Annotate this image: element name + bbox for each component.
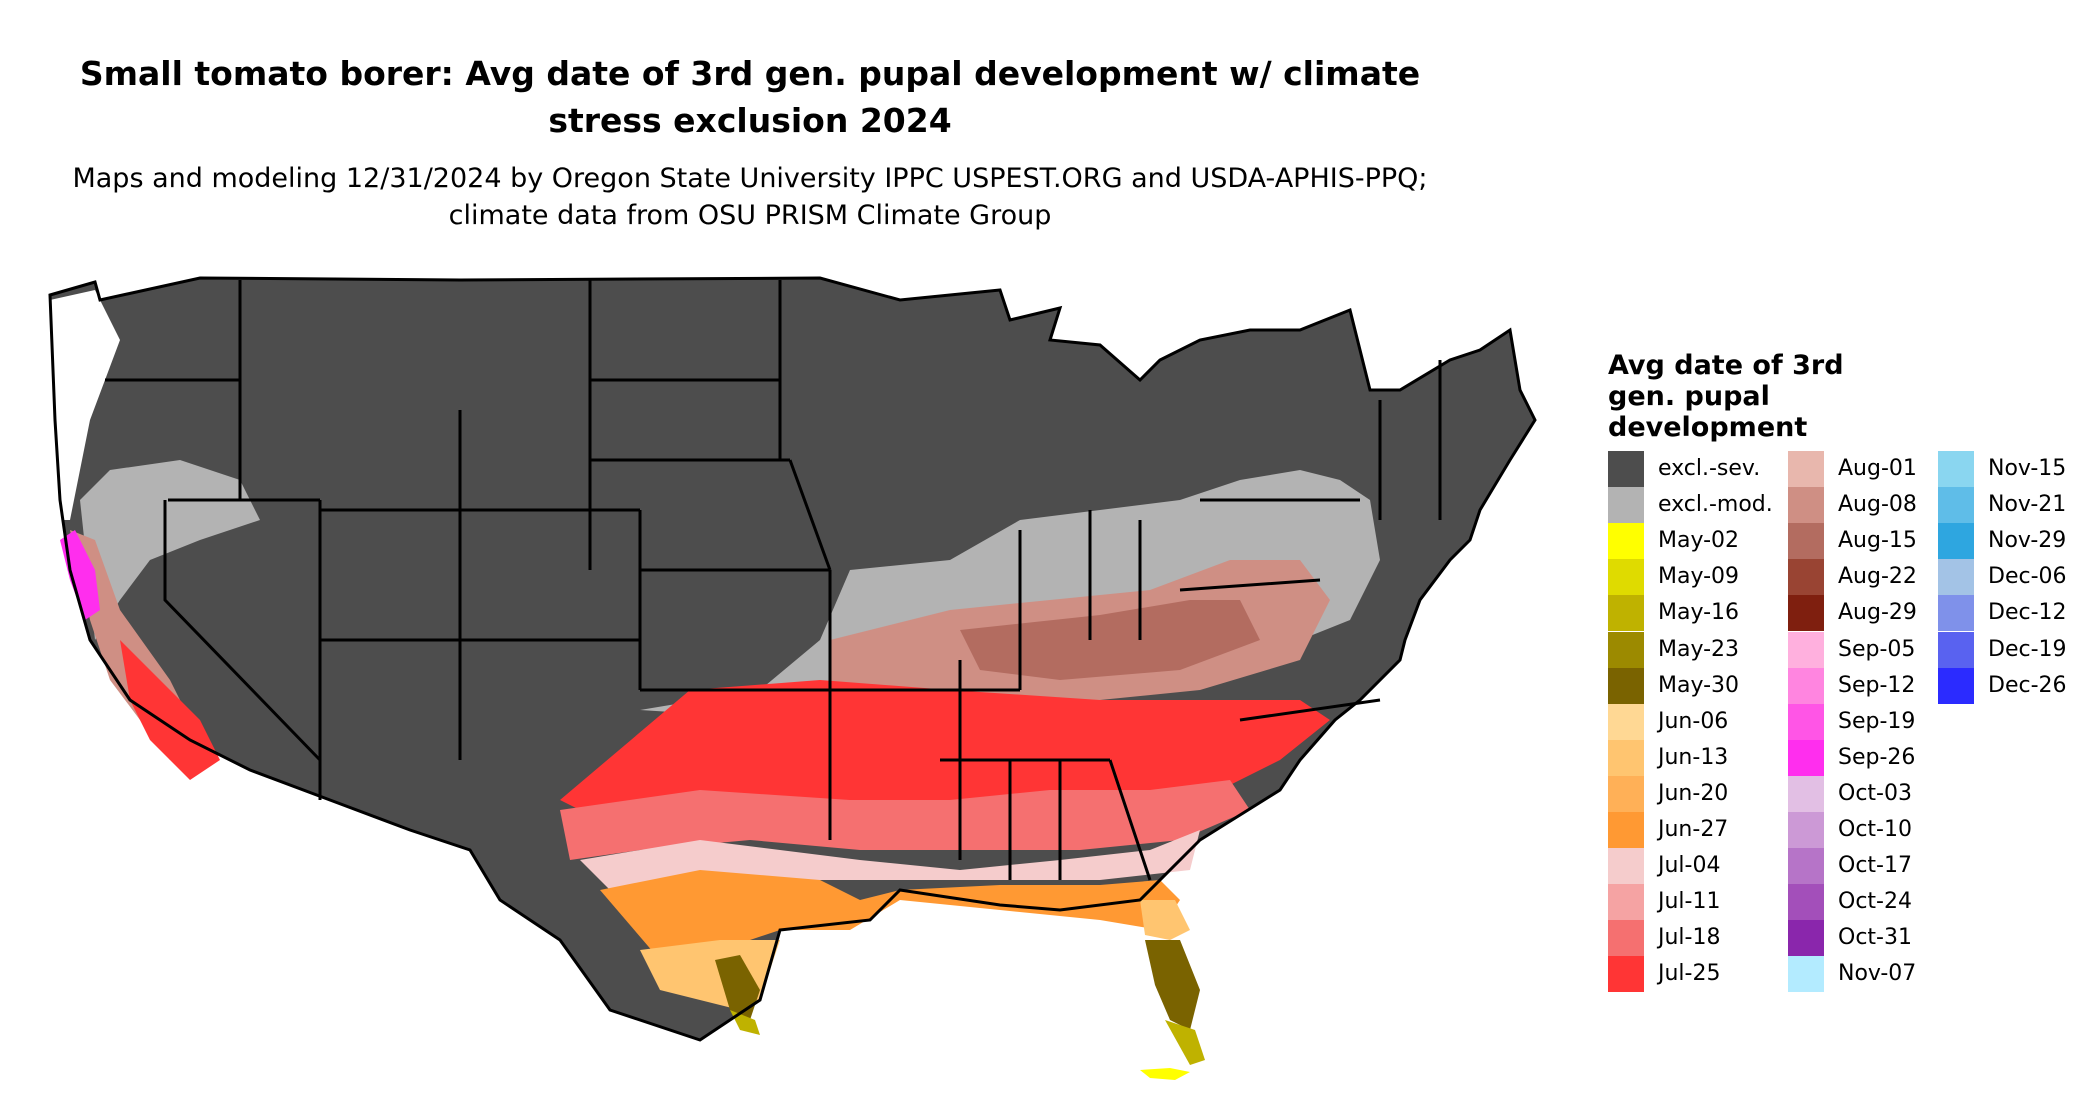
legend-label: Oct-03 — [1838, 780, 1912, 806]
legend-label: Nov-29 — [1988, 528, 2067, 554]
legend: Avg date of 3rd gen. pupal development e… — [1608, 350, 2067, 993]
legend-label: Jun-20 — [1658, 780, 1729, 806]
us-map — [48, 276, 1537, 1080]
legend-swatch — [1788, 739, 1824, 776]
legend-label: Aug-29 — [1838, 600, 1917, 626]
region-jun-13-fl — [1140, 900, 1190, 940]
legend-label: excl.-mod. — [1658, 492, 1773, 518]
legend-label: May-02 — [1658, 528, 1740, 554]
legend-swatch — [1938, 667, 1974, 704]
state-lines — [105, 280, 1442, 881]
legend-label: Aug-15 — [1838, 528, 1917, 554]
legend-swatch — [1788, 812, 1824, 848]
legend-swatch — [1608, 848, 1644, 885]
legend-swatch — [1608, 595, 1644, 632]
legend-label: Nov-21 — [1988, 492, 2067, 518]
legend-swatch — [1608, 523, 1644, 560]
legend-label: Jun-13 — [1658, 744, 1729, 770]
region-may-16-fl — [1165, 1020, 1205, 1065]
legend-label: Oct-24 — [1838, 889, 1912, 915]
legend-label: Dec-12 — [1988, 600, 2067, 626]
legend-label: May-16 — [1658, 600, 1740, 626]
legend-label: May-23 — [1658, 636, 1740, 662]
legend-swatch — [1608, 451, 1644, 487]
legend-label: Dec-26 — [1988, 672, 2067, 698]
legend-swatch — [1788, 956, 1824, 993]
legend-swatch — [1608, 956, 1644, 993]
legend-swatch — [1938, 595, 1974, 632]
legend-swatch — [1608, 920, 1644, 957]
legend-swatch — [1938, 451, 1974, 487]
region-white-coast — [50, 290, 120, 520]
legend-label: Dec-19 — [1988, 636, 2067, 662]
legend-swatch — [1938, 487, 1974, 524]
legend-swatch — [1788, 487, 1824, 524]
legend-swatch — [1788, 595, 1824, 632]
legend-label: Aug-01 — [1838, 456, 1917, 481]
region-jun-27 — [600, 870, 1180, 960]
legend-label: Aug-08 — [1838, 492, 1917, 518]
legend-label: Sep-12 — [1838, 672, 1916, 698]
legend-swatch — [1788, 631, 1824, 668]
legend-label: Nov-07 — [1838, 961, 1917, 987]
legend-label: Sep-26 — [1838, 744, 1916, 770]
legend-swatch — [1788, 848, 1824, 885]
legend-label: Nov-15 — [1988, 456, 2067, 481]
region-may-30-tx — [715, 955, 760, 1020]
legend-label: excl.-sev. — [1658, 456, 1761, 481]
legend-label: May-30 — [1658, 672, 1740, 698]
legend-swatch — [1788, 559, 1824, 596]
legend-label: Jul-11 — [1658, 889, 1721, 915]
legend-swatch — [1608, 487, 1644, 524]
title-block: Small tomato borer: Avg date of 3rd gen.… — [60, 50, 1440, 234]
legend-label: Oct-10 — [1838, 817, 1912, 842]
us-outline — [48, 276, 1537, 1042]
legend-swatch — [1608, 812, 1644, 848]
state-borders — [48, 276, 1537, 1042]
map-title: Small tomato borer: Avg date of 3rd gen.… — [79, 54, 1421, 140]
legend-swatch — [1788, 667, 1824, 704]
legend-swatch — [1608, 667, 1644, 704]
legend-swatch — [1608, 739, 1644, 776]
legend-label: Oct-17 — [1838, 853, 1912, 879]
legend-swatch — [1608, 775, 1644, 812]
legend-label: Jul-04 — [1658, 853, 1721, 879]
legend-swatch — [1788, 775, 1824, 812]
map-fill-layer — [50, 278, 1535, 1080]
legend-label: Aug-22 — [1838, 564, 1917, 590]
legend-label: Jul-18 — [1658, 925, 1721, 951]
legend-swatch — [1608, 703, 1644, 740]
legend-label: Sep-05 — [1838, 636, 1916, 662]
legend-label: May-09 — [1658, 564, 1740, 590]
region-ca-pink — [60, 530, 100, 620]
legend-title: Avg date of 3rd gen. pupal development — [1608, 350, 1844, 443]
region-aug-dark — [960, 600, 1260, 680]
legend-label: Jun-27 — [1658, 817, 1729, 842]
region-may-02-keys — [1140, 1068, 1190, 1080]
region-excl-mod — [640, 470, 1380, 720]
legend-label: Oct-31 — [1838, 925, 1912, 951]
region-may-30-fl — [1145, 940, 1200, 1030]
legend-swatch — [1938, 523, 1974, 560]
legend-swatch — [1788, 451, 1824, 487]
legend-swatch — [1608, 884, 1644, 921]
legend-label: Jun-06 — [1658, 708, 1729, 734]
legend-label: Jul-25 — [1658, 961, 1721, 987]
legend-swatch — [1608, 631, 1644, 668]
region-west-coast-excl-mod — [80, 460, 260, 640]
legend-swatch — [1788, 884, 1824, 921]
legend-label: Dec-06 — [1988, 564, 2067, 590]
legend-label: Sep-19 — [1838, 708, 1916, 734]
legend-swatch — [1788, 920, 1824, 957]
legend-swatch — [1788, 523, 1824, 560]
region-jul-18 — [560, 780, 1250, 860]
legend-swatch — [1938, 631, 1974, 668]
legend-swatch — [1608, 559, 1644, 596]
legend-swatch — [1788, 703, 1824, 740]
region-ca-jul — [120, 640, 220, 780]
legend-swatch — [1938, 559, 1974, 596]
map-subtitle: Maps and modeling 12/31/2024 by Oregon S… — [72, 163, 1428, 231]
